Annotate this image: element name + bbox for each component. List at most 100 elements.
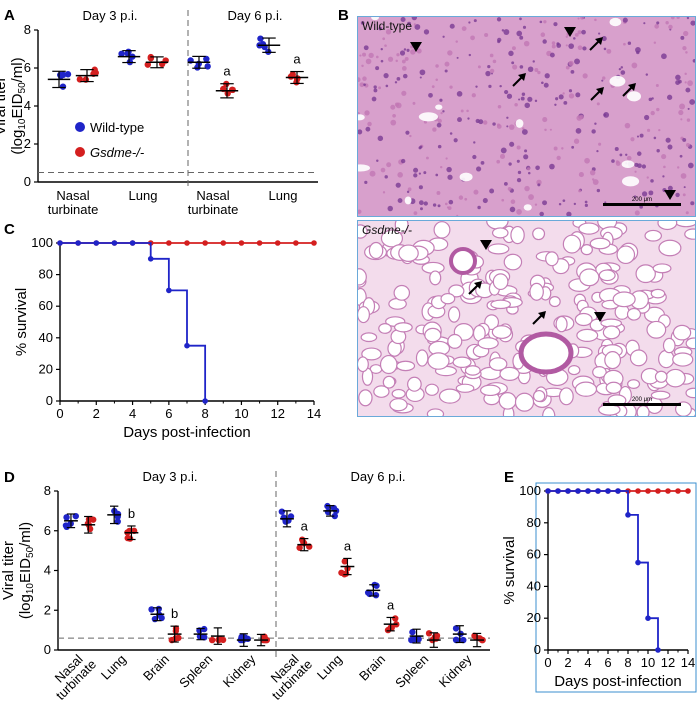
cell-nucleus (413, 211, 418, 216)
cell-nucleus (418, 185, 423, 190)
alveolus (598, 269, 616, 282)
cell-nucleus (444, 61, 450, 67)
cell-nucleus (509, 141, 515, 147)
alveolus (627, 379, 641, 389)
survival-point-gsdme (635, 488, 641, 494)
air-space (609, 75, 626, 87)
significance-letter: a (293, 52, 301, 67)
alveolus (398, 244, 419, 262)
alveolus (368, 241, 384, 260)
cell-nucleus (390, 119, 397, 126)
cell-nucleus (584, 203, 588, 207)
cell-nucleus (534, 203, 538, 206)
alveolus (644, 229, 663, 242)
cell-nucleus (375, 66, 380, 71)
point-gsdme (342, 570, 350, 577)
cell-nucleus (686, 118, 691, 122)
cell-nucleus (634, 170, 637, 173)
cell-nucleus (680, 118, 683, 121)
legend-marker-gsdme (75, 147, 85, 157)
cell-nucleus (468, 21, 471, 24)
cell-nucleus (394, 81, 398, 84)
cell-nucleus (645, 73, 649, 76)
cell-nucleus (435, 173, 439, 177)
air-space (418, 112, 439, 122)
cell-nucleus (541, 81, 544, 85)
y-tick-label: 20 (39, 361, 53, 376)
cell-nucleus (523, 154, 529, 160)
cell-nucleus (482, 198, 488, 204)
cell-nucleus (448, 199, 454, 205)
cell-nucleus (573, 37, 576, 40)
cell-nucleus (480, 161, 485, 165)
point-gsdme (425, 630, 433, 637)
survival-point-wild-type (595, 488, 601, 494)
cell-nucleus (476, 166, 482, 172)
cell-nucleus (544, 73, 550, 79)
cell-nucleus (544, 128, 547, 132)
category-label-text: Brain (356, 652, 388, 684)
cell-nucleus (384, 44, 387, 47)
cell-nucleus (598, 142, 602, 146)
cell-nucleus (470, 35, 475, 41)
cell-nucleus (677, 166, 680, 169)
category-label: Kidney (436, 651, 475, 690)
arrow-marker-head (595, 37, 603, 45)
alveolus (491, 325, 512, 339)
cell-nucleus (626, 155, 632, 161)
alveolus (378, 323, 392, 334)
category-label-text: Nasalturbinate (44, 647, 100, 703)
alveolus (654, 370, 668, 383)
panel-letter-c: C (4, 221, 15, 238)
cell-nucleus (365, 126, 371, 132)
cell-nucleus (568, 43, 575, 49)
cell-nucleus (551, 44, 556, 49)
cell-nucleus (437, 118, 442, 124)
legend-marker-wild-type (75, 122, 85, 132)
point-gsdme (228, 86, 236, 94)
cell-nucleus (504, 89, 509, 95)
survival-point-gsdme (655, 488, 661, 494)
cell-nucleus (410, 49, 416, 55)
cell-nucleus (534, 68, 539, 72)
cell-nucleus (413, 167, 419, 173)
cell-nucleus (397, 172, 403, 178)
group-label-day6: Day 6 p.i. (228, 8, 283, 23)
alveolus (612, 291, 636, 308)
cell-nucleus (439, 98, 443, 102)
alveolus (636, 405, 650, 416)
cell-nucleus (650, 179, 654, 183)
alveolus (635, 264, 656, 284)
alveolus (499, 366, 520, 381)
survival-point-gsdme (293, 240, 299, 246)
cell-nucleus (449, 132, 453, 135)
alveolus (672, 324, 692, 341)
cell-nucleus (524, 149, 528, 153)
cell-nucleus (510, 199, 516, 205)
cell-nucleus (603, 47, 607, 51)
cell-nucleus (361, 64, 364, 68)
cell-nucleus (682, 45, 687, 51)
cell-nucleus (423, 171, 427, 175)
alveolus (580, 244, 593, 256)
alveolus (393, 322, 413, 333)
alveolus (602, 325, 621, 340)
arrowhead-marker (594, 312, 606, 322)
cell-nucleus (641, 164, 647, 169)
cell-nucleus (489, 68, 495, 74)
cell-nucleus (384, 175, 388, 179)
survival-point-wild-type (655, 647, 661, 653)
cell-nucleus (387, 205, 393, 212)
cell-nucleus (458, 195, 464, 200)
alveolus (452, 356, 472, 368)
x-tick-label: 0 (544, 655, 551, 670)
survival-point-gsdme (665, 488, 671, 494)
alveolus (440, 292, 456, 305)
cell-nucleus (584, 157, 590, 164)
cell-nucleus (477, 205, 481, 210)
cell-nucleus (656, 149, 660, 153)
cell-nucleus (683, 186, 686, 189)
cell-nucleus (503, 29, 510, 35)
y-tick-label: 8 (44, 483, 51, 498)
alveolus (658, 349, 675, 369)
